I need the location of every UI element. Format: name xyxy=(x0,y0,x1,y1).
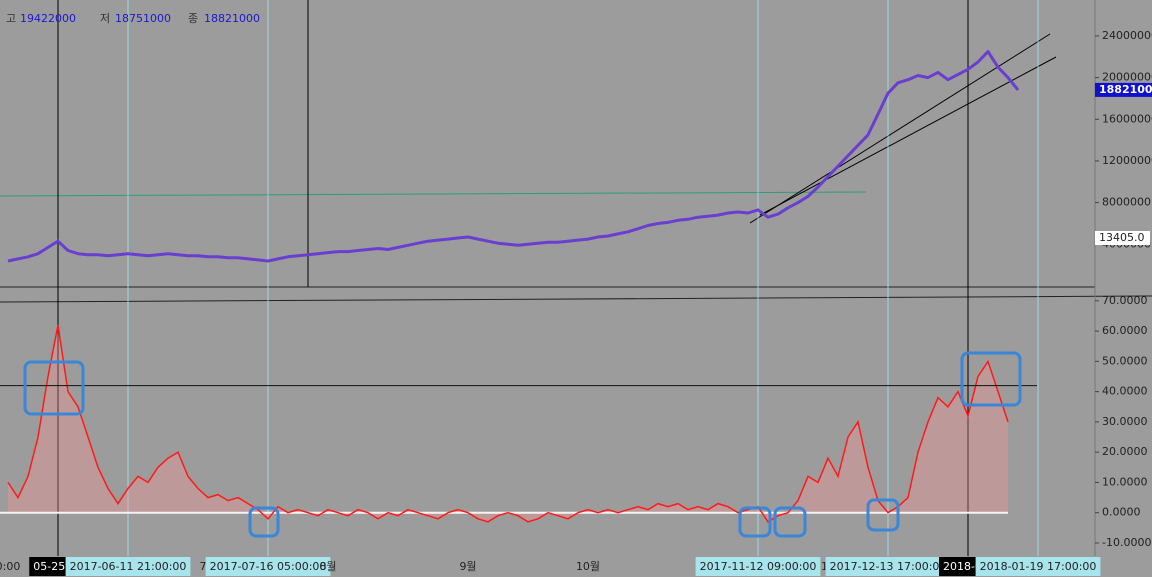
high-value: 19422000 xyxy=(20,12,76,25)
trend-line xyxy=(749,33,1051,224)
highlight-box xyxy=(738,506,772,538)
x-label-box xyxy=(205,557,331,576)
annotation-label: 13405.0 xyxy=(1099,231,1145,244)
y-tick-label: 0.0000 xyxy=(1102,506,1141,519)
y-tick-label: -10.0000 xyxy=(1102,536,1151,549)
x-tick-label: 0:00 xyxy=(0,560,20,573)
high-label: 고 xyxy=(6,12,16,25)
horizontal-line xyxy=(0,191,867,197)
y-tick-label: 20.0000 xyxy=(1102,445,1148,458)
y-tick-label: 16000000 xyxy=(1102,112,1152,125)
y-tick-label: 70.0000 xyxy=(1102,294,1148,307)
close-value: 18821000 xyxy=(204,12,260,25)
x-tick-label: 2017-11-12 09:00:00 xyxy=(700,560,817,573)
x-label-box xyxy=(975,557,1101,576)
x-tick-label: 2018-01-19 17:00:00 xyxy=(980,560,1097,573)
highlight-box xyxy=(773,506,807,538)
y-tick-label: 60.0000 xyxy=(1102,324,1148,337)
y-tick-label: 12000000 xyxy=(1102,154,1152,167)
price-tag xyxy=(1095,82,1152,97)
y-tick-label: 20000000 xyxy=(1102,71,1152,84)
y-tick-label: 30.0000 xyxy=(1102,415,1148,428)
close-label: 종 xyxy=(188,12,198,25)
highlight-box xyxy=(960,351,1022,407)
low-value: 18751000 xyxy=(115,12,171,25)
x-label-box xyxy=(65,557,191,576)
y-tick-label: 10.0000 xyxy=(1102,475,1148,488)
panel-divider xyxy=(0,295,1152,303)
y-tick-label: 50.0000 xyxy=(1102,354,1148,367)
y-tick-label: 8000000 xyxy=(1102,196,1151,209)
highlight-box xyxy=(866,498,900,532)
x-tick-label: 2017-06-11 21:00:00 xyxy=(70,560,187,573)
x-label-box xyxy=(695,557,821,576)
low-label: 저 xyxy=(100,12,110,25)
y-tick-label: 24000000 xyxy=(1102,29,1152,42)
highlight-box xyxy=(23,360,85,416)
x-tick-label: 2017-07-16 05:00:00 xyxy=(210,560,327,573)
y-tick-label: 40.0000 xyxy=(1102,385,1148,398)
x-tick-label: 8월 xyxy=(319,560,336,573)
annotation-box xyxy=(1095,231,1150,245)
x-tick-label: 9월 xyxy=(459,560,476,573)
x-label-box xyxy=(825,557,951,576)
area-fill xyxy=(8,325,1008,522)
x-tick-label: 10월 xyxy=(576,560,600,573)
indicator-line xyxy=(7,324,1009,523)
price-tag-label: 18821000 xyxy=(1099,83,1152,96)
price-line xyxy=(7,50,1020,263)
trend-line xyxy=(759,56,1057,216)
x-tick-label: 2017-12-13 17:00:00 xyxy=(830,560,947,573)
header: 고 19422000 저 18751000 종 18821000 xyxy=(6,12,260,25)
highlight-box xyxy=(248,506,280,538)
